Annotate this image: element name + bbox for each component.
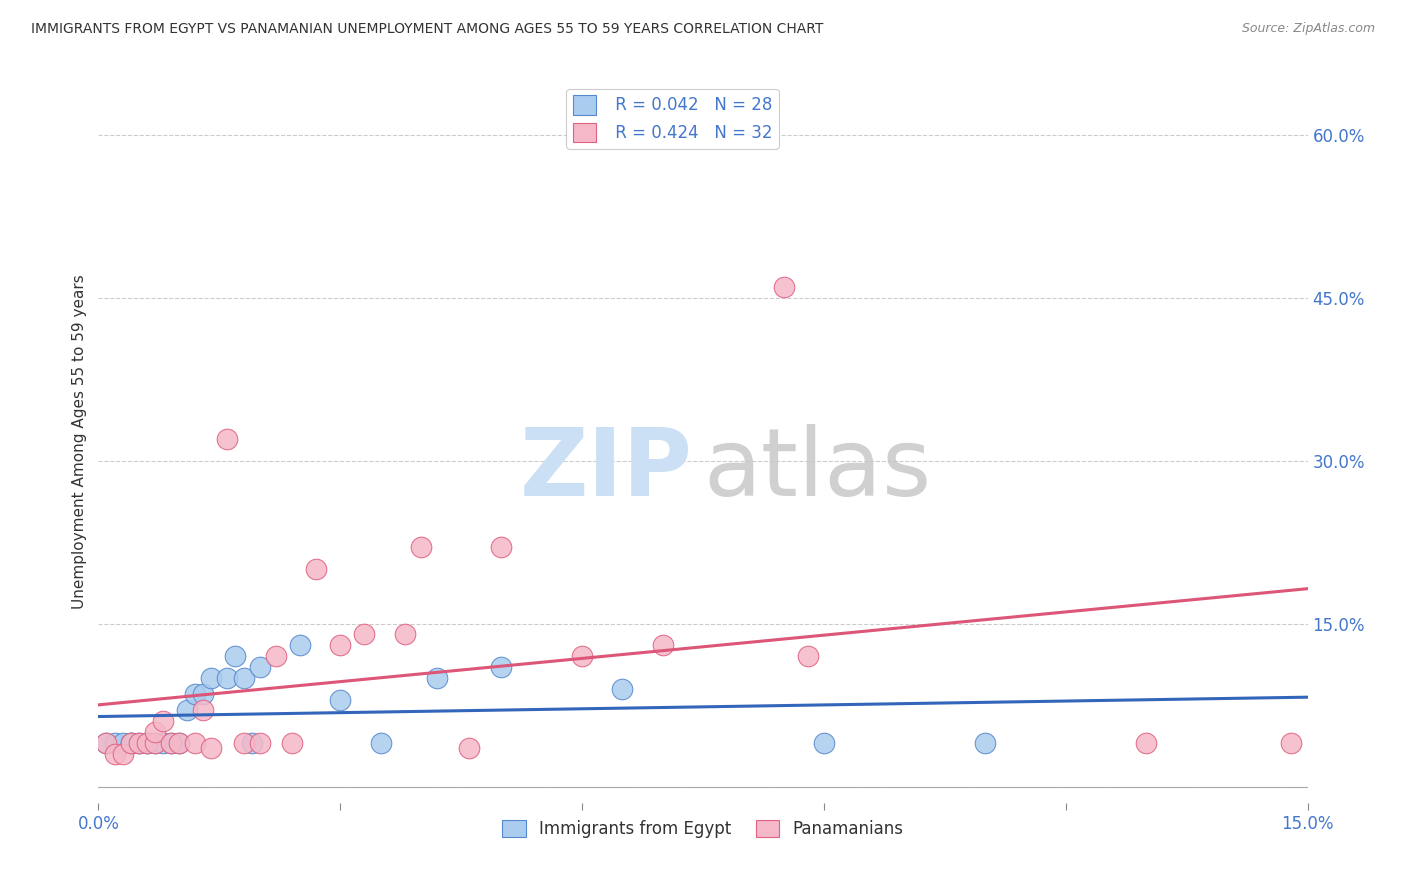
Point [111, 747, 134, 761]
Point [370, 736, 392, 750]
Point [329, 692, 352, 706]
Point [184, 736, 207, 750]
Point [1281, 736, 1303, 750]
Point [96, 736, 118, 750]
Point [152, 714, 174, 729]
Point [353, 627, 375, 641]
Point [232, 671, 254, 685]
Point [135, 736, 157, 750]
Text: ZIP: ZIP [520, 425, 693, 516]
Text: atlas: atlas [704, 425, 932, 516]
Point [193, 687, 215, 701]
Legend: Immigrants from Egypt, Panamanians: Immigrants from Egypt, Panamanians [495, 814, 911, 845]
Point [264, 649, 287, 664]
Point [329, 638, 352, 652]
Point [288, 638, 311, 652]
Point [571, 649, 593, 664]
Point [120, 736, 142, 750]
Point [249, 660, 271, 674]
Point [143, 725, 166, 739]
Point [128, 736, 150, 750]
Point [1135, 736, 1157, 750]
Point [167, 736, 190, 750]
Point [458, 741, 481, 756]
Point [143, 736, 166, 750]
Point [111, 736, 134, 750]
Point [200, 741, 222, 756]
Point [813, 736, 835, 750]
Point [651, 638, 673, 652]
Point [281, 736, 304, 750]
Point [217, 432, 239, 446]
Point [135, 736, 157, 750]
Point [217, 671, 239, 685]
Point [128, 736, 150, 750]
Text: Source: ZipAtlas.com: Source: ZipAtlas.com [1241, 22, 1375, 36]
Point [167, 736, 190, 750]
Point [152, 736, 174, 750]
Point [143, 736, 166, 750]
Point [224, 649, 246, 664]
Point [249, 736, 271, 750]
Point [409, 541, 432, 555]
Point [240, 736, 263, 750]
Point [120, 736, 142, 750]
Text: IMMIGRANTS FROM EGYPT VS PANAMANIAN UNEMPLOYMENT AMONG AGES 55 TO 59 YEARS CORRE: IMMIGRANTS FROM EGYPT VS PANAMANIAN UNEM… [31, 22, 824, 37]
Point [612, 681, 634, 696]
Point [176, 703, 198, 717]
Point [96, 736, 118, 750]
Point [426, 671, 449, 685]
Point [491, 660, 513, 674]
Point [200, 671, 222, 685]
Point [184, 687, 207, 701]
Point [797, 649, 820, 664]
Point [232, 736, 254, 750]
Point [160, 736, 183, 750]
Point [120, 736, 142, 750]
Point [974, 736, 997, 750]
Point [103, 747, 125, 761]
Point [491, 541, 513, 555]
Point [103, 736, 125, 750]
Y-axis label: Unemployment Among Ages 55 to 59 years: Unemployment Among Ages 55 to 59 years [72, 274, 87, 609]
Point [305, 562, 328, 576]
Point [193, 703, 215, 717]
Point [772, 279, 794, 293]
Point [160, 736, 183, 750]
Point [394, 627, 416, 641]
